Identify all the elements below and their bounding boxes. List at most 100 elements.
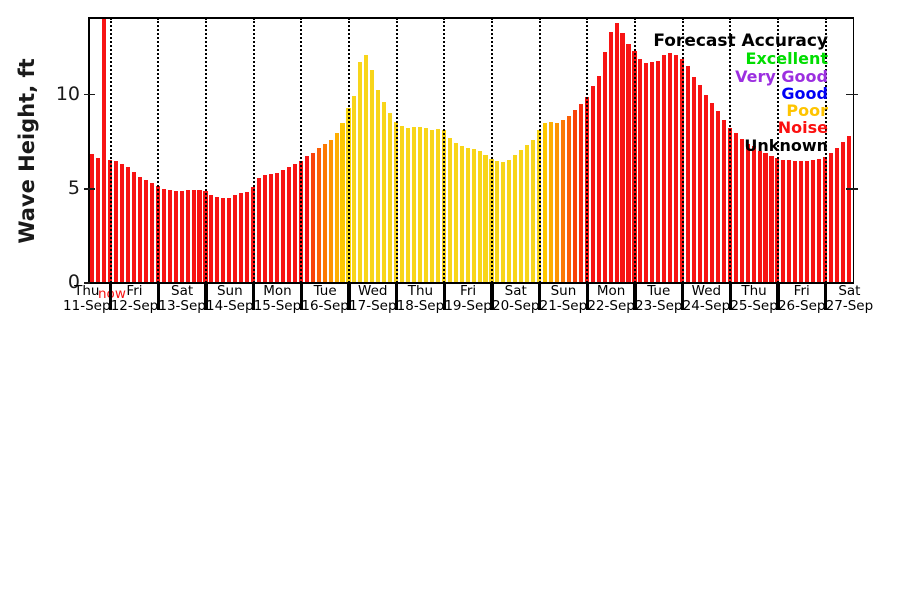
wave-bar bbox=[483, 154, 488, 283]
date-label: 20-Sep bbox=[492, 297, 540, 314]
day-label: Sun 21-Sep bbox=[540, 284, 588, 313]
day-of-week-label: Thu bbox=[741, 283, 767, 299]
wave-bar bbox=[286, 167, 291, 283]
date-label: 22-Sep bbox=[587, 297, 635, 314]
legend-entry-noise: Noise bbox=[777, 118, 828, 138]
day-label: Wed 24-Sep bbox=[683, 284, 731, 313]
wave-bar bbox=[733, 133, 738, 283]
date-label: 17-Sep bbox=[349, 297, 397, 314]
wave-bar bbox=[114, 161, 119, 283]
wave-bar bbox=[125, 167, 131, 283]
wave-bar bbox=[650, 62, 655, 283]
wave-bar bbox=[292, 164, 297, 283]
wave-bar bbox=[459, 146, 464, 283]
day-boundary-gridline bbox=[157, 18, 160, 283]
wave-bar bbox=[686, 66, 691, 283]
x-axis-day-tick bbox=[156, 283, 160, 310]
day-of-week-label: Thu bbox=[74, 283, 100, 299]
wave-bar bbox=[471, 149, 476, 283]
wave-bar bbox=[400, 125, 405, 283]
day-boundary-gridline bbox=[729, 18, 732, 283]
wave-bar bbox=[697, 85, 703, 283]
day-boundary-gridline bbox=[205, 18, 208, 283]
wave-bar bbox=[215, 197, 220, 283]
y-tick-mark-right bbox=[846, 93, 858, 96]
wave-bar bbox=[608, 32, 613, 283]
date-label: 11-Sep bbox=[63, 297, 111, 314]
wave-bar bbox=[233, 195, 238, 283]
wave-bar bbox=[465, 148, 470, 283]
wave-bar bbox=[668, 53, 673, 283]
day-label: Fri 26-Sep bbox=[778, 284, 826, 313]
date-label: 14-Sep bbox=[206, 297, 254, 314]
wave-bar bbox=[721, 119, 726, 283]
wave-bar bbox=[769, 155, 774, 283]
wave-bar bbox=[674, 54, 679, 283]
wave-bar bbox=[549, 121, 554, 283]
day-of-week-label: Tue bbox=[647, 283, 671, 299]
day-boundary-gridline bbox=[776, 18, 779, 283]
wave-bar bbox=[453, 142, 458, 283]
wave-bar bbox=[382, 102, 387, 283]
wave-bar bbox=[149, 183, 154, 283]
day-boundary-gridline bbox=[252, 18, 255, 283]
day-label: Sat 27-Sep bbox=[826, 284, 874, 313]
wave-bar bbox=[161, 188, 166, 283]
legend-entry-excellent: Excellent bbox=[745, 49, 828, 69]
day-label: Fri 12-Sep bbox=[111, 284, 159, 313]
x-axis-day-tick bbox=[633, 283, 637, 310]
day-label: Sun 14-Sep bbox=[206, 284, 254, 313]
bottom-spine bbox=[88, 282, 854, 284]
wave-bar bbox=[370, 70, 375, 283]
y-tick-mark-right bbox=[846, 187, 858, 190]
wave-bar bbox=[245, 191, 250, 283]
legend-entry-unknown: Unknown bbox=[744, 135, 828, 155]
wave-bar bbox=[340, 122, 345, 283]
x-axis-day-tick bbox=[204, 283, 208, 310]
wave-bar bbox=[787, 160, 792, 283]
day-boundary-gridline bbox=[395, 18, 398, 283]
wave-bar bbox=[352, 96, 357, 283]
wave-bar bbox=[781, 159, 786, 283]
wave-bar bbox=[691, 76, 697, 283]
wave-bar bbox=[358, 62, 363, 283]
left-spine bbox=[88, 17, 90, 284]
wave-bar bbox=[173, 190, 178, 283]
day-of-week-label: Sat bbox=[504, 283, 527, 299]
wave-bar bbox=[602, 52, 607, 283]
day-boundary-gridline bbox=[538, 18, 541, 283]
wave-bar bbox=[745, 143, 750, 283]
day-of-week-label: Fri bbox=[793, 283, 810, 299]
wave-bar bbox=[846, 135, 851, 283]
wave-bar bbox=[560, 119, 565, 283]
right-spine bbox=[852, 17, 854, 284]
wave-bar bbox=[513, 154, 518, 283]
wave-bar bbox=[322, 143, 327, 283]
wave-bar bbox=[191, 189, 196, 283]
x-axis-day-tick bbox=[776, 283, 780, 310]
day-label: Mon 15-Sep bbox=[254, 284, 302, 313]
date-label: 27-Sep bbox=[825, 297, 874, 314]
day-of-week-label: Sat bbox=[171, 283, 194, 299]
wave-bar bbox=[131, 171, 137, 283]
day-label: Fri 19-Sep bbox=[444, 284, 492, 313]
legend-entry-very-good: Very Good bbox=[735, 66, 828, 86]
wave-bar bbox=[805, 161, 810, 283]
wave-bar bbox=[590, 86, 595, 283]
date-label: 16-Sep bbox=[301, 297, 349, 314]
x-axis-day-tick bbox=[681, 283, 685, 310]
day-boundary-gridline bbox=[634, 18, 636, 283]
day-label: Tue 16-Sep bbox=[301, 284, 349, 313]
y-axis-label: Wave Height, ft bbox=[15, 58, 39, 244]
wave-bar bbox=[197, 189, 202, 283]
wave-bar bbox=[739, 138, 744, 283]
wave-bar bbox=[179, 190, 184, 283]
x-axis-day-tick bbox=[824, 283, 828, 310]
wave-bar bbox=[531, 139, 536, 283]
day-label: Wed 17-Sep bbox=[349, 284, 397, 313]
wave-bar bbox=[596, 75, 601, 283]
wave-bar bbox=[703, 94, 708, 283]
day-boundary-gridline bbox=[300, 18, 303, 283]
day-boundary-gridline bbox=[824, 18, 827, 283]
